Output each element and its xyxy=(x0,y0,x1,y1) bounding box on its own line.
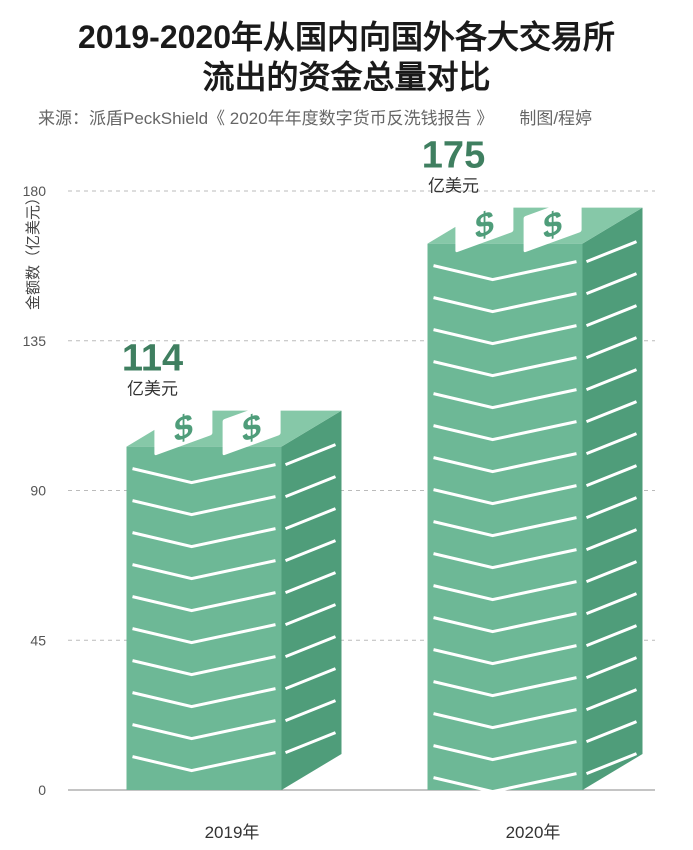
bill-side-line xyxy=(284,507,337,531)
bill-side-line xyxy=(284,603,337,627)
y-tick-label: 0 xyxy=(38,782,46,798)
bill-side-line xyxy=(284,699,337,723)
bill-edge-line xyxy=(433,612,577,634)
bill-side-line xyxy=(585,560,638,584)
bill-edge-line xyxy=(433,772,577,794)
bill-edge-line xyxy=(132,655,276,677)
bill-side-line xyxy=(585,368,638,392)
y-tick-label: 135 xyxy=(23,333,47,349)
bill-edge-line xyxy=(433,516,577,538)
bill-side-line xyxy=(585,752,638,776)
bill-edge-line xyxy=(433,452,577,474)
bill-edge-line xyxy=(132,463,276,485)
data-label-unit: 亿美元 xyxy=(428,177,479,196)
bill-edge-line xyxy=(433,292,577,314)
bill-side-line xyxy=(585,464,638,488)
bill-edge-line xyxy=(433,356,577,378)
chart-title-line1: 2019-2020年从国内向国外各大交易所 xyxy=(77,19,616,55)
bill-side-line xyxy=(585,496,638,520)
bill-side-line xyxy=(585,272,638,296)
bill-edge-line xyxy=(433,388,577,410)
bill-paper xyxy=(154,399,213,456)
bill-side-line xyxy=(585,592,638,616)
y-tick-label: 45 xyxy=(30,632,46,648)
y-axis-label: 金额数（亿美元） xyxy=(25,190,42,310)
bill-edge-line xyxy=(132,687,276,709)
bar-side-face xyxy=(281,410,342,790)
source-line: 来源：派盾PeckShield《 2020年年度数字货币反洗钱报告 》 制图/程婷 xyxy=(38,104,592,129)
dollar-sign-icon: $ xyxy=(523,196,582,253)
bill-side-line xyxy=(585,688,638,712)
bill-edge-line xyxy=(433,260,577,282)
bill-paper xyxy=(523,196,582,253)
data-label-value: 114 xyxy=(122,338,183,380)
bill-edge-line xyxy=(433,676,577,698)
bill-paper xyxy=(455,196,514,253)
bill-side-line xyxy=(284,731,337,755)
bill-side-line xyxy=(284,443,337,467)
y-tick-label: 90 xyxy=(30,483,46,499)
bill-edge-line xyxy=(132,719,276,741)
dollar-glyph: $ xyxy=(543,203,562,248)
x-tick-label: 2019年 xyxy=(205,823,260,842)
bill-paper xyxy=(222,399,281,456)
bill-edge-line xyxy=(433,708,577,730)
bill-side-line xyxy=(585,400,638,424)
bar-front-face xyxy=(427,243,583,790)
bill-edge-line xyxy=(132,623,276,645)
data-label-value: 175 xyxy=(422,135,485,177)
bar-money-stack: $ $ xyxy=(427,196,643,794)
bill-side-line xyxy=(585,304,638,328)
dollar-glyph: $ xyxy=(475,203,494,248)
bill-edge-line xyxy=(132,559,276,581)
source-text: 来源：派盾PeckShield《 2020年年度数字货币反洗钱报告 》 xyxy=(38,109,494,128)
bill-edge-line xyxy=(433,740,577,762)
bill-edge-line xyxy=(132,527,276,549)
x-tick-label: 2020年 xyxy=(506,823,561,842)
bill-side-line xyxy=(585,240,638,264)
bill-edge-line xyxy=(433,420,577,442)
bill-side-line xyxy=(585,432,638,456)
bill-side-line xyxy=(284,635,337,659)
bill-side-line xyxy=(284,667,337,691)
dollar-sign-icon: $ xyxy=(222,399,281,456)
bar-front-face xyxy=(126,446,282,790)
data-label-unit: 亿美元 xyxy=(127,380,178,399)
bill-side-line xyxy=(284,475,337,499)
bill-side-line xyxy=(585,720,638,744)
y-tick-label: 180 xyxy=(23,183,47,199)
dollar-glyph: $ xyxy=(174,406,193,451)
credit-text: 制图/程婷 xyxy=(519,109,593,128)
bill-side-line xyxy=(284,571,337,595)
bill-side-line xyxy=(585,528,638,552)
bill-edge-line xyxy=(433,484,577,506)
bill-edge-line xyxy=(433,324,577,346)
dollar-sign-icon: $ xyxy=(455,196,514,253)
bill-edge-line xyxy=(433,548,577,570)
chart-title-line2: 流出的资金总量对比 xyxy=(202,59,491,95)
bill-edge-line xyxy=(132,751,276,773)
bill-side-line xyxy=(585,656,638,680)
dollar-glyph: $ xyxy=(242,406,261,451)
bill-side-line xyxy=(284,539,337,563)
bill-side-line xyxy=(585,624,638,648)
dollar-sign-icon: $ xyxy=(154,399,213,456)
bill-edge-line xyxy=(132,495,276,517)
bill-edge-line xyxy=(132,591,276,613)
bar-money-stack: $ $ xyxy=(126,399,342,790)
bill-side-line xyxy=(585,336,638,360)
bill-edge-line xyxy=(433,580,577,602)
bill-edge-line xyxy=(433,644,577,666)
